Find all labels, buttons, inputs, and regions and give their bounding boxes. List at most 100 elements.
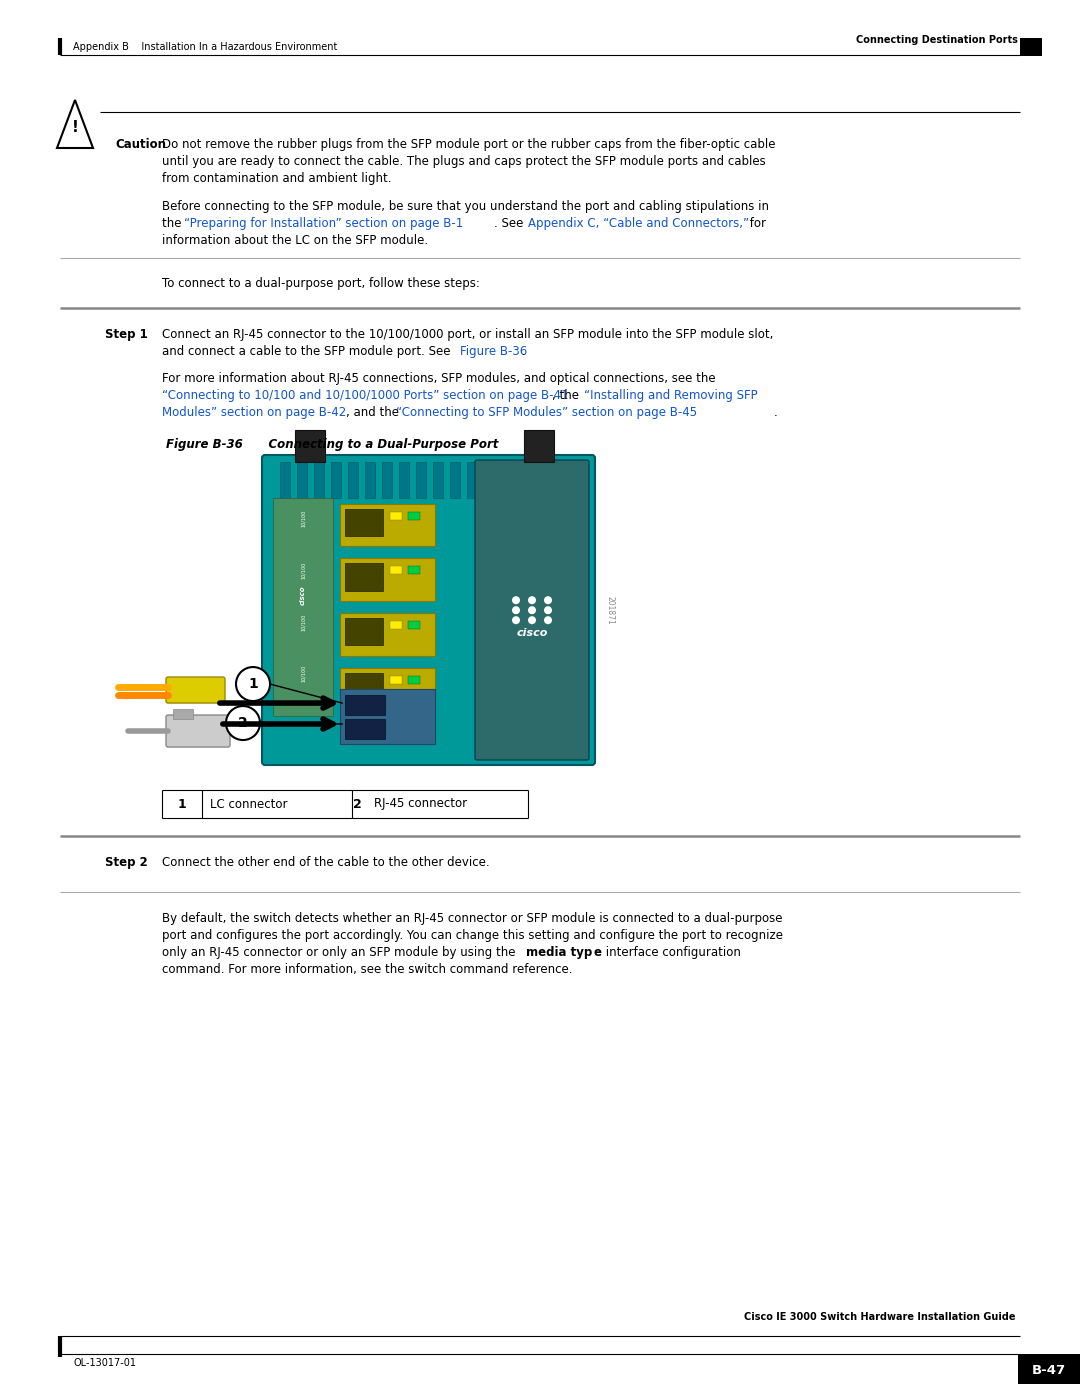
Bar <box>484 462 494 499</box>
Circle shape <box>512 606 519 615</box>
Text: 1: 1 <box>177 798 187 810</box>
Text: cisco: cisco <box>516 629 548 638</box>
Bar <box>1018 1354 1080 1384</box>
FancyBboxPatch shape <box>166 678 225 703</box>
Circle shape <box>512 616 519 624</box>
Text: Step 2: Step 2 <box>105 856 148 869</box>
Text: Before connecting to the SFP module, be sure that you understand the port and ca: Before connecting to the SFP module, be … <box>162 200 769 212</box>
Bar <box>535 462 545 499</box>
Text: 201871: 201871 <box>606 595 615 624</box>
Bar <box>365 462 375 499</box>
Bar <box>340 613 435 655</box>
Text: Figure B-36: Figure B-36 <box>460 345 527 358</box>
FancyBboxPatch shape <box>262 455 595 766</box>
Bar <box>390 566 402 574</box>
Bar <box>340 689 435 743</box>
Text: “Installing and Removing SFP: “Installing and Removing SFP <box>584 388 758 402</box>
Bar <box>416 462 426 499</box>
Bar <box>295 430 325 462</box>
Bar <box>314 462 324 499</box>
Text: the: the <box>162 217 186 231</box>
Bar <box>408 511 420 520</box>
Text: Appendix C, “Cable and Connectors,”: Appendix C, “Cable and Connectors,” <box>528 217 750 231</box>
Text: OL-13017-01: OL-13017-01 <box>73 1358 136 1368</box>
Text: Modules” section on page B-42: Modules” section on page B-42 <box>162 407 347 419</box>
Bar <box>518 462 528 499</box>
Bar <box>552 462 562 499</box>
Bar <box>340 559 435 601</box>
FancyBboxPatch shape <box>475 460 589 760</box>
Bar <box>467 462 477 499</box>
Text: For more information about RJ-45 connections, SFP modules, and optical connectio: For more information about RJ-45 connect… <box>162 372 716 386</box>
Text: Connect the other end of the cable to the other device.: Connect the other end of the cable to th… <box>162 856 489 869</box>
Bar <box>330 462 341 499</box>
Bar <box>390 511 402 520</box>
Text: Figure B-36: Figure B-36 <box>166 439 243 451</box>
Bar <box>273 497 333 717</box>
Text: Connect an RJ-45 connector to the 10/100/1000 port, or install an SFP module int: Connect an RJ-45 connector to the 10/100… <box>162 328 773 341</box>
Text: Do not remove the rubber plugs from the SFP module port or the rubber caps from : Do not remove the rubber plugs from the … <box>162 138 775 151</box>
Bar <box>1020 38 1042 56</box>
Bar <box>348 462 357 499</box>
Text: command. For more information, see the switch command reference.: command. For more information, see the s… <box>162 963 572 977</box>
Text: , the: , the <box>552 388 583 402</box>
Circle shape <box>512 597 519 604</box>
Text: Caution: Caution <box>114 138 166 151</box>
Bar <box>345 563 383 591</box>
Text: for: for <box>746 217 766 231</box>
Text: Appendix B    Installation In a Hazardous Environment: Appendix B Installation In a Hazardous E… <box>73 42 337 52</box>
Bar <box>345 719 384 739</box>
Text: .: . <box>522 345 526 358</box>
Bar <box>524 430 554 462</box>
Bar <box>408 676 420 683</box>
Circle shape <box>528 616 536 624</box>
Circle shape <box>237 666 270 701</box>
Bar <box>390 622 402 629</box>
Bar <box>450 462 460 499</box>
Text: Connecting to a Dual-Purpose Port: Connecting to a Dual-Purpose Port <box>252 439 498 451</box>
Text: LC connector: LC connector <box>210 798 287 810</box>
Bar <box>382 462 392 499</box>
Bar <box>280 462 291 499</box>
Circle shape <box>528 606 536 615</box>
FancyBboxPatch shape <box>166 715 230 747</box>
Text: B-47: B-47 <box>1031 1363 1066 1376</box>
Text: “Preparing for Installation” section on page B-1: “Preparing for Installation” section on … <box>184 217 463 231</box>
Text: port and configures the port accordingly. You can change this setting and config: port and configures the port accordingly… <box>162 929 783 942</box>
Text: Cisco IE 3000 Switch Hardware Installation Guide: Cisco IE 3000 Switch Hardware Installati… <box>744 1312 1016 1322</box>
Bar <box>297 462 307 499</box>
Text: To connect to a dual-purpose port, follow these steps:: To connect to a dual-purpose port, follo… <box>162 277 480 291</box>
Text: media typ: media typ <box>526 946 592 958</box>
Bar <box>433 462 443 499</box>
Text: 10/100: 10/100 <box>300 613 306 631</box>
Text: Step 1: Step 1 <box>105 328 148 341</box>
Text: .: . <box>774 407 778 419</box>
Text: By default, the switch detects whether an RJ-45 connector or SFP module is conne: By default, the switch detects whether a… <box>162 912 783 925</box>
Bar <box>345 696 384 715</box>
Bar <box>173 710 193 719</box>
Text: 10/100: 10/100 <box>300 665 306 683</box>
Text: RJ-45 connector: RJ-45 connector <box>374 798 468 810</box>
Circle shape <box>544 616 552 624</box>
Bar <box>340 668 435 710</box>
Bar <box>340 503 435 546</box>
Circle shape <box>544 597 552 604</box>
Text: “Connecting to SFP Modules” section on page B-45: “Connecting to SFP Modules” section on p… <box>396 407 697 419</box>
Text: cisco: cisco <box>300 585 306 605</box>
Text: 10/100: 10/100 <box>300 510 306 528</box>
Text: information about the LC on the SFP module.: information about the LC on the SFP modu… <box>162 235 428 247</box>
Bar <box>345 617 383 645</box>
Text: 2: 2 <box>238 717 248 731</box>
Text: . See: . See <box>494 217 527 231</box>
Text: only an RJ-45 connector or only an SFP module by using the: only an RJ-45 connector or only an SFP m… <box>162 946 519 958</box>
Bar <box>408 566 420 574</box>
Text: “Connecting to 10/100 and 10/100/1000 Ports” section on page B-41: “Connecting to 10/100 and 10/100/1000 Po… <box>162 388 568 402</box>
Circle shape <box>528 597 536 604</box>
Bar <box>569 462 579 499</box>
Bar <box>390 676 402 683</box>
Text: until you are ready to connect the cable. The plugs and caps protect the SFP mod: until you are ready to connect the cable… <box>162 155 766 168</box>
Text: Connecting Destination Ports: Connecting Destination Ports <box>856 35 1018 45</box>
Circle shape <box>226 705 260 740</box>
Text: interface configuration: interface configuration <box>602 946 741 958</box>
Text: 10/100: 10/100 <box>300 562 306 580</box>
